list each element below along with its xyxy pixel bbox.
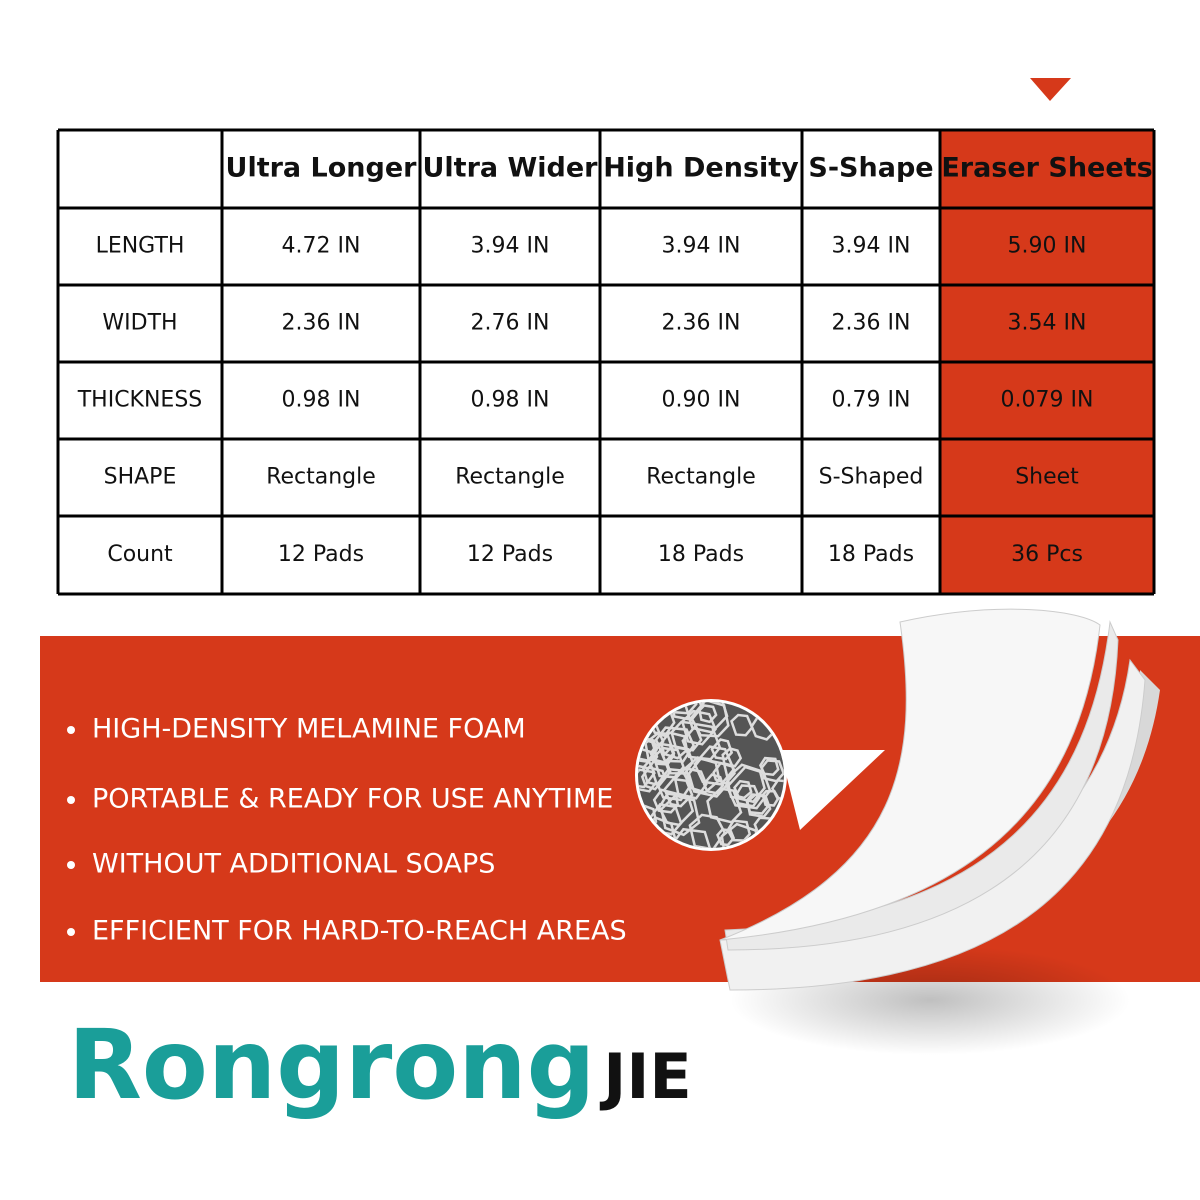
foam-cell [654,726,696,763]
row-header: LENGTH [96,234,185,259]
cell: Rectangle [266,465,376,490]
cell: 2.36 IN [282,311,361,336]
row-header: Count [107,542,173,567]
row-header: SHAPE [104,465,177,490]
row-header: WIDTH [102,311,177,336]
bullet [67,726,75,734]
foam-cell [656,767,692,802]
foam-cell [638,758,656,789]
brand-suffix: JIE [599,1040,692,1113]
cell: 12 Pads [467,542,553,567]
highlight-arrow [1030,78,1071,101]
foam-cell [640,766,667,791]
comparison-table: Ultra Longer Ultra Wider High Density S-Sha… [56,128,1156,596]
cell: 5.90 IN [1008,234,1087,259]
foam-cell [657,792,695,827]
cell: 0.98 IN [471,388,550,413]
cell: 0.98 IN [282,388,361,413]
column-header: Ultra Longer [226,153,418,184]
cell: 18 Pads [828,542,914,567]
foam-cell [720,822,763,848]
cell: 0.079 IN [1001,388,1094,413]
cell: 3.94 IN [471,234,550,259]
foam-cell [652,788,680,814]
bullet [67,796,75,804]
cell: 18 Pads [658,542,744,567]
column-header: S-Shape [808,153,933,184]
feature-text: EFFICIENT FOR HARD-TO-REACH AREAS [92,916,627,947]
row-header: THICKNESS [77,388,203,413]
cell: 2.36 IN [832,311,911,336]
cell: 36 Pcs [1011,542,1083,567]
feature-text: PORTABLE & READY FOR USE ANYTIME [92,784,613,815]
foam-cell [730,713,754,737]
foam-cell [687,757,731,798]
feature-text: WITHOUT ADDITIONAL SOAPS [92,849,495,880]
cell: 0.90 IN [662,388,741,413]
brand-name: Rongrong [68,1009,595,1121]
cell: 2.36 IN [662,311,741,336]
foam-cell [693,745,736,786]
cell: 3.94 IN [662,234,741,259]
cell: 3.54 IN [1008,311,1087,336]
eraser-sheets [719,608,1160,991]
cell: 2.76 IN [471,311,550,336]
foam-cell [725,763,766,804]
cell: 12 Pads [278,542,364,567]
cell: Rectangle [455,465,565,490]
cell: 0.79 IN [832,388,911,413]
foam-cell [721,747,743,768]
cell: 4.72 IN [282,234,361,259]
cell: Rectangle [646,465,756,490]
foam-cell [733,779,753,800]
column-header: Ultra Wider [422,153,598,184]
foam-cell [649,742,676,766]
foam-cell [770,779,784,801]
cell: 3.94 IN [832,234,911,259]
foam-cell [681,722,722,761]
foam-cell [668,702,704,722]
bullet [67,861,75,869]
foam-cell [761,789,780,807]
foam-cell [710,738,734,761]
bullet [67,928,75,936]
foam-cell [716,828,736,847]
foam-cell [706,787,743,824]
foam-cell [667,702,698,715]
feature-list: HIGH-DENSITY MELAMINE FOAM PORTABLE & REA… [67,714,627,947]
cell: S-Shaped [819,465,924,490]
foam-cell [758,756,780,777]
column-header: High Density [603,153,799,184]
column-header: Eraser Sheets [941,153,1152,184]
foam-texture [638,702,784,848]
cell: Sheet [1015,465,1079,490]
callout-pointer [780,750,885,830]
feature-text: HIGH-DENSITY MELAMINE FOAM [92,714,526,745]
